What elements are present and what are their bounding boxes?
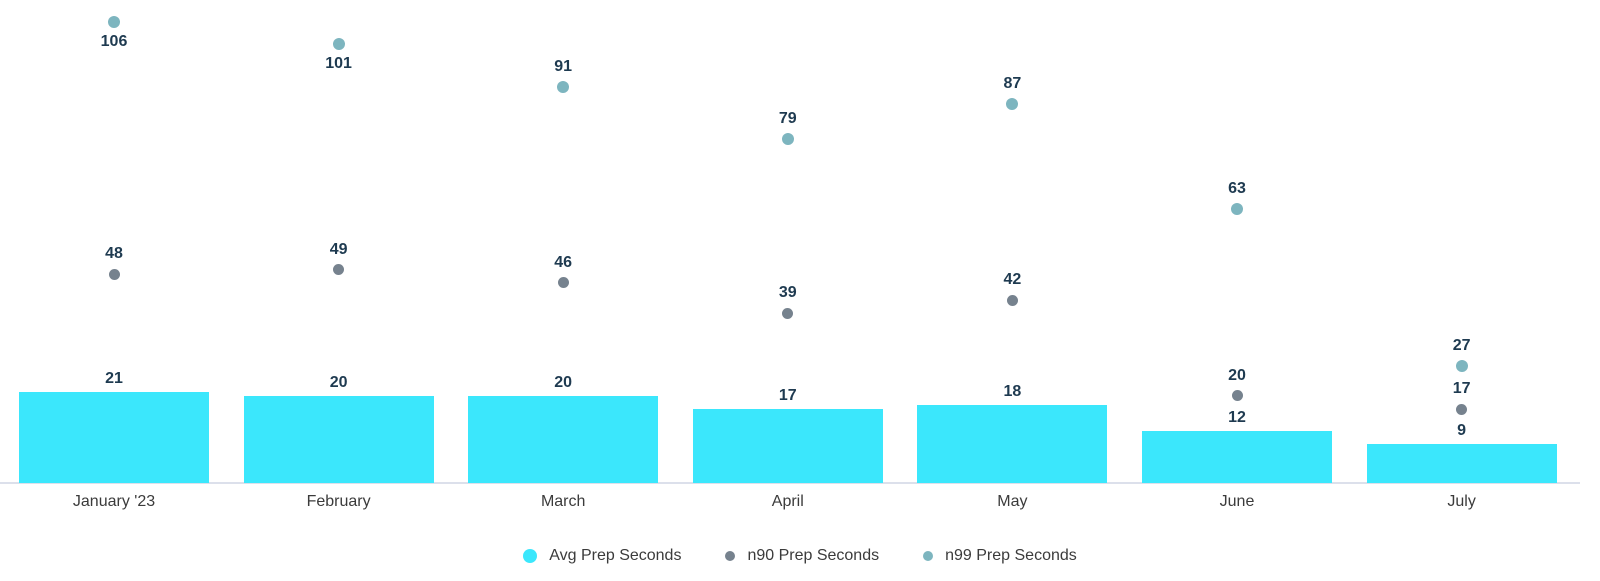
n99-value-label-march: 91 bbox=[554, 58, 573, 76]
n90-value-label-june: 20 bbox=[1228, 366, 1246, 384]
n90-point-july[interactable] bbox=[1456, 403, 1468, 415]
legend-item-avg-prep-seconds[interactable]: Avg Prep Seconds bbox=[523, 546, 681, 566]
n90-point-june[interactable] bbox=[1231, 390, 1243, 402]
legend-item-n99-prep-seconds[interactable]: n99 Prep Seconds bbox=[923, 546, 1077, 566]
bar-july[interactable] bbox=[1366, 443, 1557, 483]
bar-value-label-july: 9 bbox=[1457, 421, 1467, 439]
n99-value-label-january-23: 106 bbox=[100, 32, 128, 50]
n90-point-february[interactable] bbox=[333, 264, 345, 276]
n99-point-july[interactable] bbox=[1455, 359, 1468, 372]
n99-value-label-february: 101 bbox=[325, 54, 352, 72]
x-tick-label-april: April bbox=[771, 493, 804, 510]
n99-value-label-june: 63 bbox=[1228, 179, 1246, 197]
x-axis-line bbox=[0, 482, 1580, 484]
bar-march[interactable] bbox=[468, 395, 659, 483]
n90-value-label-february: 49 bbox=[329, 240, 348, 258]
bar-may[interactable] bbox=[917, 404, 1108, 483]
x-tick-label-may: May bbox=[997, 493, 1028, 510]
n90-value-label-april: 39 bbox=[778, 284, 797, 302]
x-tick-label-july: July bbox=[1447, 493, 1476, 510]
x-tick-label-february: February bbox=[306, 493, 371, 510]
x-tick-label-march: March bbox=[540, 493, 586, 510]
n90-point-march[interactable] bbox=[557, 277, 569, 289]
bar-april[interactable] bbox=[692, 409, 883, 483]
bar-value-label-january-23: 21 bbox=[105, 369, 123, 387]
legend: Avg Prep Seconds n90 Prep Seconds n99 Prep… bbox=[0, 544, 1600, 568]
n90-point-january-23[interactable] bbox=[108, 268, 120, 280]
n99-point-march[interactable] bbox=[557, 81, 570, 94]
n99-value-label-may: 87 bbox=[1003, 75, 1022, 93]
legend-item-n90-prep-seconds[interactable]: n90 Prep Seconds bbox=[725, 546, 879, 566]
legend-marker-avg-prep-seconds-icon bbox=[523, 549, 538, 563]
bar-value-label-february: 20 bbox=[329, 373, 348, 391]
bar-value-label-march: 20 bbox=[554, 373, 573, 391]
legend-label-avg-prep-seconds: Avg Prep Seconds bbox=[549, 547, 682, 564]
n99-point-may[interactable] bbox=[1006, 98, 1019, 111]
x-tick-label-june: June bbox=[1219, 493, 1255, 510]
n90-value-label-july: 17 bbox=[1452, 380, 1471, 398]
legend-label-n99-prep-seconds: n99 Prep Seconds bbox=[945, 547, 1077, 564]
bar-value-label-april: 17 bbox=[778, 387, 797, 405]
legend-marker-n99-prep-seconds-icon bbox=[923, 551, 934, 561]
n90-value-label-january-23: 48 bbox=[105, 245, 123, 263]
bar-june[interactable] bbox=[1142, 430, 1332, 483]
legend-label-n90-prep-seconds: n90 Prep Seconds bbox=[747, 547, 880, 564]
n90-point-may[interactable] bbox=[1006, 294, 1018, 306]
n90-value-label-march: 46 bbox=[554, 253, 573, 271]
n99-value-label-july: 27 bbox=[1452, 336, 1471, 354]
n99-value-label-april: 79 bbox=[778, 110, 797, 128]
bar-january-23[interactable] bbox=[19, 391, 209, 483]
n99-point-june[interactable] bbox=[1231, 202, 1243, 215]
x-tick-label-january-23: January '23 bbox=[72, 493, 156, 510]
n99-point-january-23[interactable] bbox=[108, 15, 120, 28]
legend-marker-n90-prep-seconds-icon bbox=[725, 551, 736, 561]
bar-value-label-may: 18 bbox=[1003, 382, 1022, 400]
n99-point-february[interactable] bbox=[332, 37, 345, 50]
n90-point-april[interactable] bbox=[782, 307, 794, 319]
bar-value-label-june: 12 bbox=[1228, 408, 1246, 426]
n90-value-label-may: 42 bbox=[1003, 271, 1022, 289]
bar-february[interactable] bbox=[243, 395, 434, 483]
n99-point-april[interactable] bbox=[781, 133, 794, 146]
